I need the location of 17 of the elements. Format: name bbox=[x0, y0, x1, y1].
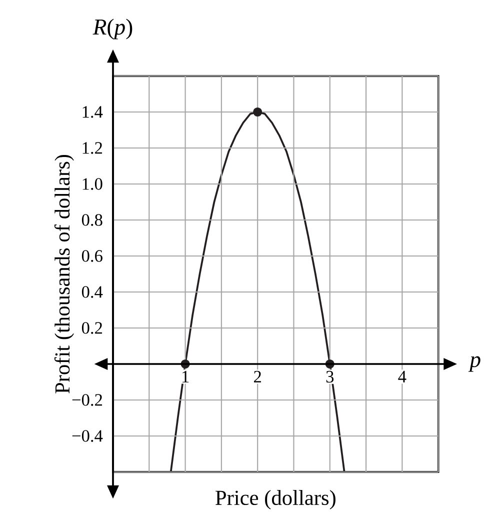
x-tick-label: 2 bbox=[254, 370, 261, 382]
x-tick-label: 1 bbox=[182, 370, 189, 382]
y-axis-title: Profit (thousands of dollars) bbox=[54, 154, 74, 394]
text: p bbox=[468, 356, 480, 372]
x-tick-label: 3 bbox=[326, 370, 334, 383]
text: R(p) bbox=[92, 18, 132, 40]
y-tick-label: −0.2 bbox=[72, 394, 102, 406]
y-tick-label: −0.4 bbox=[72, 430, 103, 442]
y-tick-label: 1.2 bbox=[82, 142, 102, 154]
y-tick-label: 0.8 bbox=[82, 214, 102, 226]
x-tick-label: 4 bbox=[398, 370, 406, 382]
y-tick-label: 0.6 bbox=[82, 250, 102, 262]
y-tick-label: 1.4 bbox=[82, 106, 103, 118]
y-tick-label: 0.4 bbox=[82, 286, 103, 298]
text: 1.0 bbox=[82, 178, 102, 190]
y-tick-label: 0.2 bbox=[82, 322, 102, 334]
x-axis-title: Price (dollars) bbox=[216, 490, 336, 510]
